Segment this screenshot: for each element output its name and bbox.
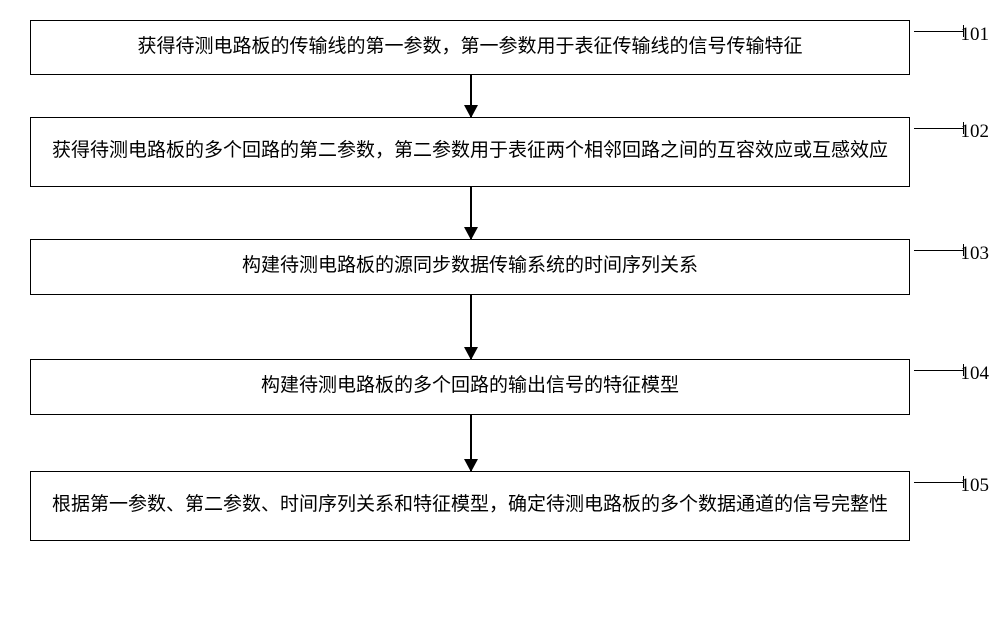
connector-arrow bbox=[470, 295, 472, 359]
label-line bbox=[914, 250, 964, 251]
step-text: 根据第一参数、第二参数、时间序列关系和特征模型，确定待测电路板的多个数据通道的信… bbox=[52, 491, 888, 520]
label-line bbox=[914, 482, 964, 483]
flow-step-102: 获得待测电路板的多个回路的第二参数，第二参数用于表征两个相邻回路之间的互容效应或… bbox=[30, 117, 910, 187]
step-text: 获得待测电路板的多个回路的第二参数，第二参数用于表征两个相邻回路之间的互容效应或… bbox=[52, 137, 888, 166]
step-text: 获得待测电路板的传输线的第一参数，第一参数用于表征传输线的信号传输特征 bbox=[137, 33, 802, 62]
connector-arrow bbox=[470, 415, 472, 471]
step-label: 102 bbox=[961, 118, 990, 147]
flow-step-101: 获得待测电路板的传输线的第一参数，第一参数用于表征传输线的信号传输特征 101 bbox=[30, 20, 910, 75]
step-label: 101 bbox=[961, 21, 990, 50]
step-label: 103 bbox=[961, 240, 990, 269]
connector-arrow bbox=[470, 187, 472, 239]
label-line bbox=[914, 128, 964, 129]
connector-arrow bbox=[470, 75, 472, 117]
step-label: 105 bbox=[961, 472, 990, 501]
flow-step-103: 构建待测电路板的源同步数据传输系统的时间序列关系 103 bbox=[30, 239, 910, 295]
step-label: 104 bbox=[961, 360, 990, 389]
step-text: 构建待测电路板的源同步数据传输系统的时间序列关系 bbox=[242, 252, 698, 281]
step-text: 构建待测电路板的多个回路的输出信号的特征模型 bbox=[261, 372, 679, 401]
label-line bbox=[914, 370, 964, 371]
flow-step-104: 构建待测电路板的多个回路的输出信号的特征模型 104 bbox=[30, 359, 910, 415]
flowchart-container: 获得待测电路板的传输线的第一参数，第一参数用于表征传输线的信号传输特征 101 … bbox=[0, 0, 1000, 642]
flow-step-105: 根据第一参数、第二参数、时间序列关系和特征模型，确定待测电路板的多个数据通道的信… bbox=[30, 471, 910, 541]
label-line bbox=[914, 31, 964, 32]
